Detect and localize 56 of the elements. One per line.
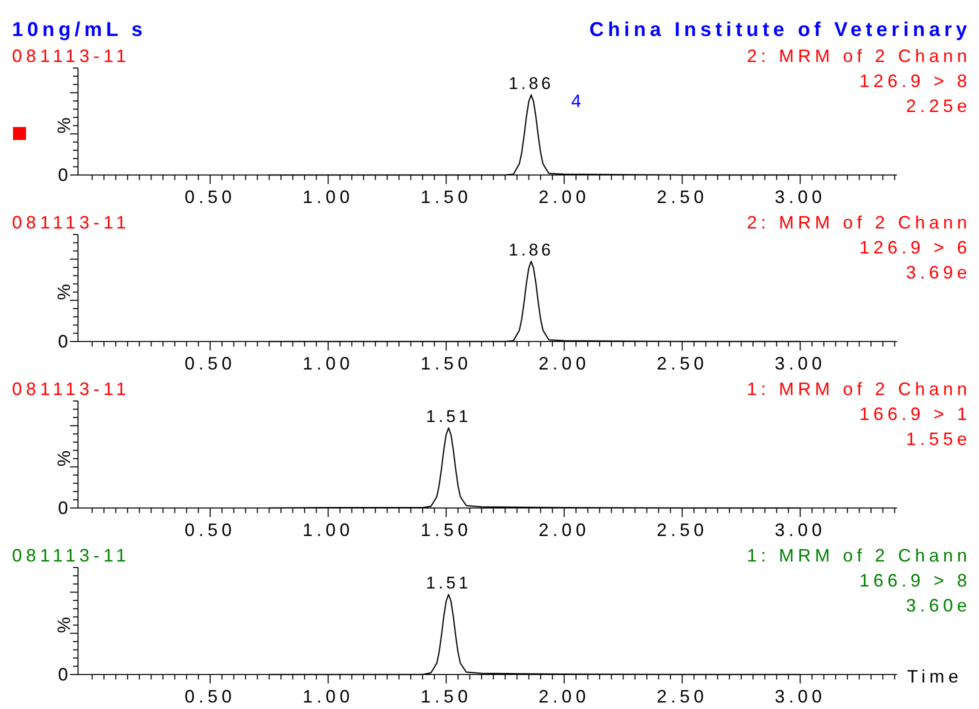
x-tick-label: 3.00 xyxy=(774,187,826,207)
x-tick-label: 3.00 xyxy=(774,354,826,374)
x-tick-label: 2.50 xyxy=(656,520,708,540)
x-tick-label: 2.00 xyxy=(538,187,590,207)
text: 3.69e xyxy=(906,262,971,282)
chart-subtitle: China Institute of Veterinary xyxy=(589,19,971,41)
x-tick-label: 0.50 xyxy=(184,187,236,207)
text: 1: MRM of 2 Chann xyxy=(746,546,971,566)
text: 081113-11 xyxy=(12,546,130,566)
x-axis-title: Time xyxy=(907,666,962,686)
y-axis-title: % xyxy=(54,616,74,634)
x-tick-label: 2.00 xyxy=(538,354,590,374)
text: 1: MRM of 2 Chann xyxy=(746,379,971,399)
x-tick-label: 0.50 xyxy=(184,354,236,374)
text: 081113-11 xyxy=(12,212,130,232)
text: 1.55e xyxy=(906,429,971,449)
x-tick-label: 0.50 xyxy=(184,520,236,540)
x-tick-label: 1.00 xyxy=(302,686,354,706)
text: 0 xyxy=(58,498,68,518)
x-tick-label: 1.50 xyxy=(420,520,472,540)
text: 3.60e xyxy=(906,596,971,616)
text: 166.9 > 8 xyxy=(859,570,971,590)
x-tick-label: 1.50 xyxy=(420,187,472,207)
text: 1.86 xyxy=(508,74,554,93)
x-tick-label: 1.50 xyxy=(420,354,472,374)
x-tick-label: 2.50 xyxy=(656,354,708,374)
text: 2: MRM of 2 Chann xyxy=(746,212,971,232)
text: 081113-11 xyxy=(12,379,130,399)
text: 081113-11 xyxy=(12,46,130,66)
y-axis-title: % xyxy=(54,284,74,300)
x-tick-label: 1.00 xyxy=(302,354,354,374)
text: 1.86 xyxy=(508,240,554,260)
text: 166.9 > 1 xyxy=(859,404,971,424)
y-axis-title: % xyxy=(54,117,74,134)
y-axis-title: % xyxy=(54,450,74,467)
annotation: 4 xyxy=(571,91,582,111)
text: 1.51 xyxy=(426,407,472,426)
x-tick-label: 3.00 xyxy=(774,520,826,540)
x-tick-label: 1.50 xyxy=(420,686,472,706)
text: 0 xyxy=(58,664,68,684)
text: 2.25e xyxy=(906,96,971,116)
x-tick-label: 0.50 xyxy=(184,686,236,706)
text: 1.51 xyxy=(426,574,472,592)
x-tick-label: 3.00 xyxy=(774,686,826,706)
x-tick-label: 2.50 xyxy=(656,686,708,706)
x-tick-label: 2.00 xyxy=(538,686,590,706)
x-tick-label: 1.00 xyxy=(302,520,354,540)
x-tick-label: 2.50 xyxy=(656,187,708,207)
text: 126.9 > 8 xyxy=(859,71,971,91)
text: 0 xyxy=(58,332,68,352)
text: 0 xyxy=(58,165,68,185)
chart-title: 10ng/mL s xyxy=(12,19,147,41)
x-tick-label: 2.00 xyxy=(538,520,590,540)
text: 2: MRM of 2 Chann xyxy=(746,46,971,66)
x-tick-label: 1.00 xyxy=(302,187,354,207)
text: 126.9 > 6 xyxy=(859,238,971,258)
